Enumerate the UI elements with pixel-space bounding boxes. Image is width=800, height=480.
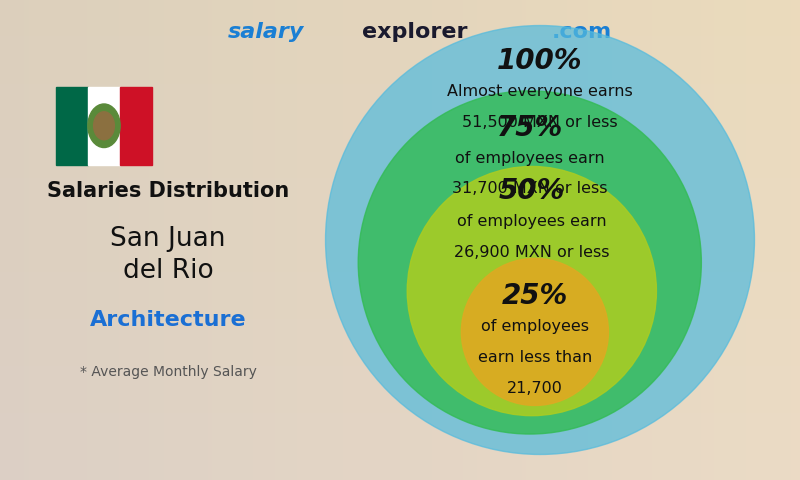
Text: of employees earn: of employees earn (455, 151, 605, 166)
Text: earn less than: earn less than (478, 350, 592, 365)
Text: of employees earn: of employees earn (457, 214, 606, 229)
Text: Salaries Distribution: Salaries Distribution (47, 180, 289, 201)
Text: salary: salary (228, 22, 304, 42)
Text: 51,500 MXN or less: 51,500 MXN or less (462, 115, 618, 130)
Text: Architecture: Architecture (90, 310, 246, 330)
Text: Almost everyone earns: Almost everyone earns (447, 84, 633, 99)
Bar (56, 87, 88, 165)
Text: 31,700 MXN or less: 31,700 MXN or less (452, 181, 607, 196)
Text: of employees: of employees (481, 319, 589, 334)
Circle shape (407, 167, 657, 416)
Text: 26,900 MXN or less: 26,900 MXN or less (454, 245, 610, 260)
Text: 25%: 25% (502, 282, 568, 310)
Text: 21,700: 21,700 (507, 381, 563, 396)
Bar (88, 87, 120, 165)
Bar (120, 87, 152, 165)
Text: 100%: 100% (498, 47, 582, 75)
Circle shape (358, 91, 702, 434)
Circle shape (94, 112, 114, 140)
Text: .com: .com (552, 22, 612, 42)
Text: * Average Monthly Salary: * Average Monthly Salary (79, 365, 257, 379)
Text: 50%: 50% (498, 177, 565, 205)
Circle shape (88, 104, 120, 147)
Text: San Juan
del Rio: San Juan del Rio (110, 227, 226, 284)
Circle shape (462, 258, 609, 406)
Text: 75%: 75% (497, 114, 563, 142)
Circle shape (326, 25, 754, 455)
FancyBboxPatch shape (56, 87, 152, 165)
Text: explorer: explorer (362, 22, 467, 42)
